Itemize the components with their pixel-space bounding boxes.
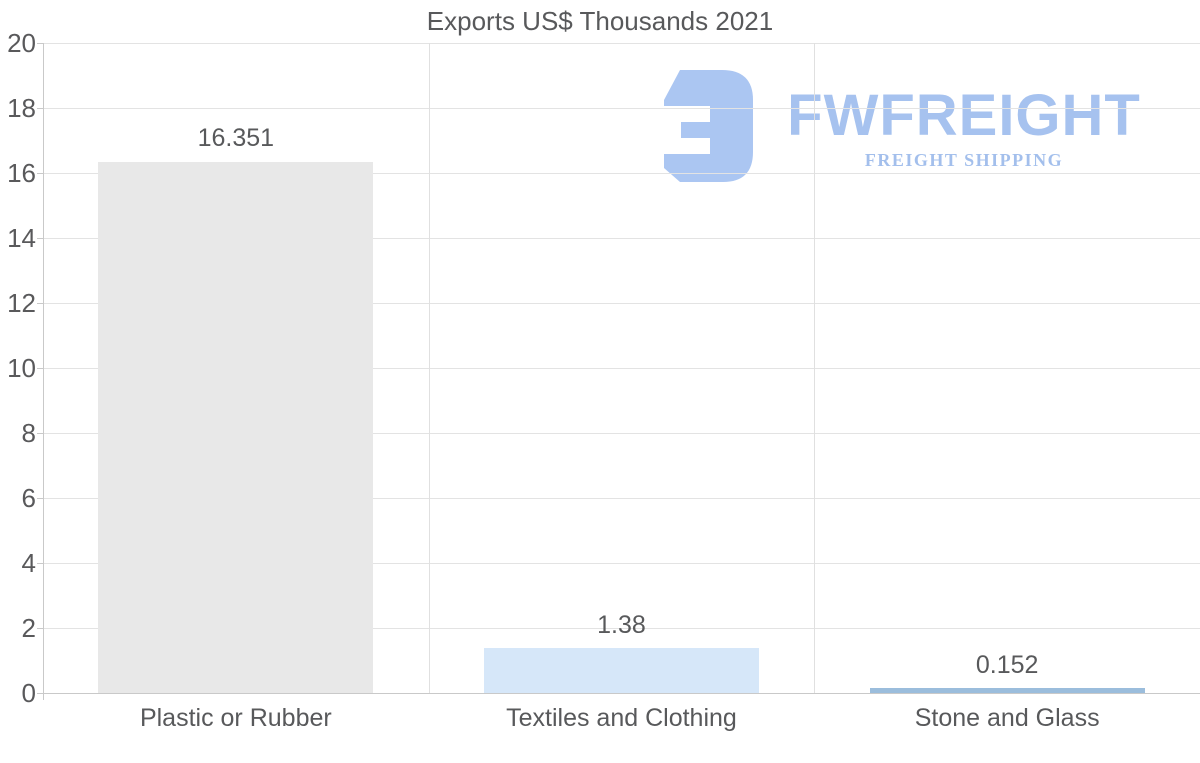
bar <box>484 648 759 693</box>
gridline-horizontal <box>43 43 1200 44</box>
y-tick-label: 10 <box>7 353 36 383</box>
fwfreight-logo: FWFREIGHT FREIGHT SHIPPING <box>650 70 1150 188</box>
y-tick-label: 4 <box>21 548 36 578</box>
category-label: Stone and Glass <box>914 704 1100 732</box>
bar-value-label: 1.38 <box>597 610 646 639</box>
category-label: Plastic or Rubber <box>139 704 332 732</box>
y-tick-mark <box>37 173 43 174</box>
logo-tagline: FREIGHT SHIPPING <box>864 150 1064 170</box>
gridline-horizontal <box>43 433 1200 434</box>
category-label: Textiles and Clothing <box>506 704 737 732</box>
plot-area <box>43 43 1200 693</box>
y-tick-mark <box>37 498 43 499</box>
chart-title: Exports US$ Thousands 2021 <box>426 6 774 36</box>
y-tick-label: 8 <box>21 418 36 448</box>
y-tick-mark <box>37 108 43 109</box>
gridline-horizontal <box>43 238 1200 239</box>
gridline-horizontal <box>43 173 1200 174</box>
y-tick-mark <box>37 368 43 369</box>
y-tick-mark <box>37 628 43 629</box>
y-tick-label: 0 <box>21 678 36 708</box>
y-tick-mark <box>37 43 43 44</box>
y-tick-mark <box>37 238 43 239</box>
y-tick-mark <box>37 433 43 434</box>
y-axis-line <box>43 43 44 700</box>
y-tick-label: 12 <box>7 288 36 318</box>
gridline-horizontal <box>43 368 1200 369</box>
y-tick-mark <box>37 303 43 304</box>
gridline-horizontal <box>43 108 1200 109</box>
logo-brand-name: FWFREIGHT <box>787 83 1141 148</box>
bar-value-label: 16.351 <box>197 124 275 153</box>
bar <box>869 688 1145 693</box>
gridline-horizontal <box>43 303 1200 304</box>
y-tick-label: 20 <box>7 28 36 58</box>
gridline-horizontal <box>43 563 1200 564</box>
gridline-horizontal <box>43 628 1200 629</box>
y-tick-mark <box>37 563 43 564</box>
x-axis-line <box>43 693 1200 694</box>
gridline-vertical <box>428 43 430 693</box>
y-tick-label: 16 <box>7 158 36 188</box>
y-tick-label: 6 <box>21 483 36 513</box>
y-tick-label: 14 <box>7 223 36 253</box>
bar-value-label: 0.152 <box>975 650 1039 679</box>
bar <box>98 161 374 693</box>
y-tick-label: 18 <box>7 93 36 123</box>
y-tick-label: 2 <box>21 613 36 643</box>
y-tick-mark <box>37 693 43 694</box>
gridline-horizontal <box>43 498 1200 499</box>
gridline-vertical <box>814 43 816 693</box>
logo-text-block: FWFREIGHT FREIGHT SHIPPING <box>778 70 1150 188</box>
fwfreight-logo-icon <box>664 70 753 182</box>
